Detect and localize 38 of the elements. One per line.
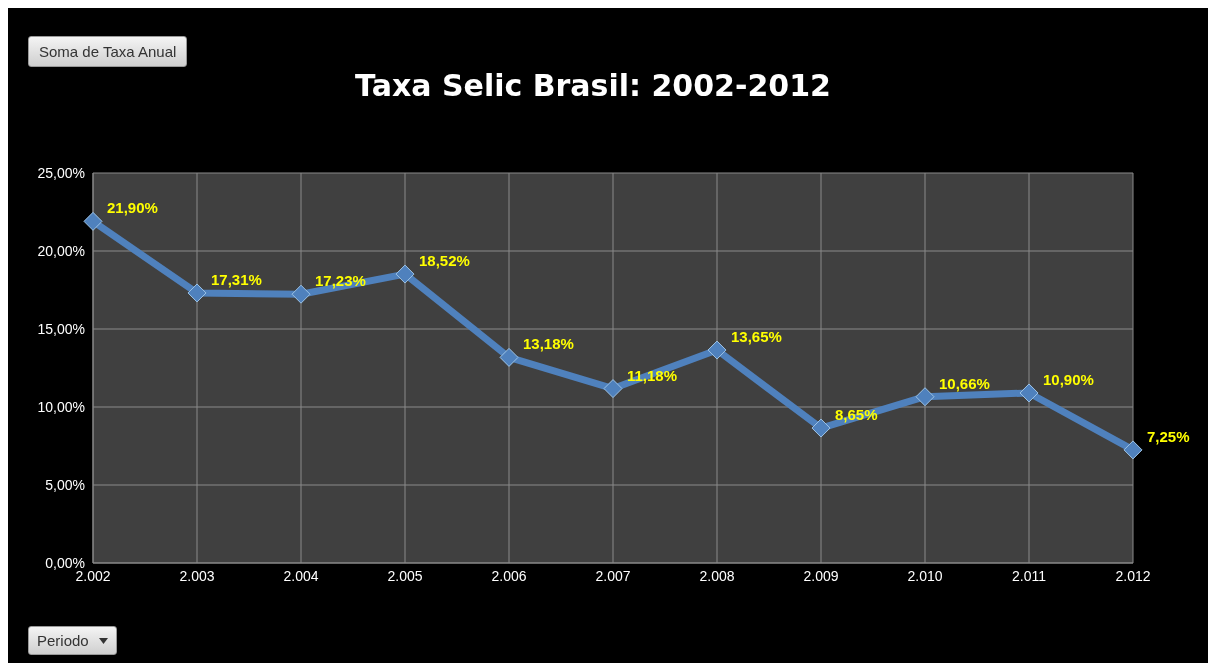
point [83, 211, 103, 231]
point [707, 340, 727, 360]
x-tick-label: 2.005 [387, 567, 423, 584]
point [499, 347, 519, 367]
data-label: 13,65% [731, 328, 782, 346]
x-tick-label: 2.006 [491, 567, 527, 584]
chart-title: Taxa Selic Brasil: 2002-2012 [355, 68, 831, 103]
point [291, 284, 311, 304]
y-tick-label: 15,00% [37, 320, 85, 337]
data-label: 21,90% [107, 199, 158, 217]
point [187, 283, 207, 303]
data-label: 10,66% [939, 374, 990, 392]
data-label: 13,18% [523, 335, 574, 353]
data-label: 10,90% [1043, 370, 1094, 388]
point [915, 387, 935, 407]
y-tick-label: 20,00% [37, 242, 85, 259]
x-tick-label: 2.009 [803, 567, 839, 584]
point [395, 264, 415, 284]
y-tick-label: 10,00% [37, 398, 85, 415]
text: Periodo [37, 632, 89, 649]
x-tick-label: 2.008 [699, 567, 735, 584]
data-label: 17,31% [211, 270, 262, 288]
data-label: 7,25% [1147, 427, 1190, 445]
x-tick-label: 2.004 [283, 567, 319, 584]
data-label: 8,65% [835, 406, 878, 424]
x-tick-label: 2.003 [179, 567, 215, 584]
point [811, 418, 831, 438]
point [1019, 383, 1039, 403]
text: Soma de Taxa Anual [28, 36, 188, 67]
point [1123, 440, 1143, 460]
x-tick-label: 2.011 [1012, 567, 1047, 584]
y-tick-label: 25,00% [37, 164, 85, 181]
point [603, 379, 623, 399]
y-tick-label: 5,00% [45, 476, 85, 493]
x-tick-label: 2.012 [1115, 567, 1151, 584]
x-tick-label: 2.007 [595, 567, 631, 584]
data-label: 18,52% [419, 252, 470, 270]
x-tick-label: 2.010 [907, 567, 943, 584]
